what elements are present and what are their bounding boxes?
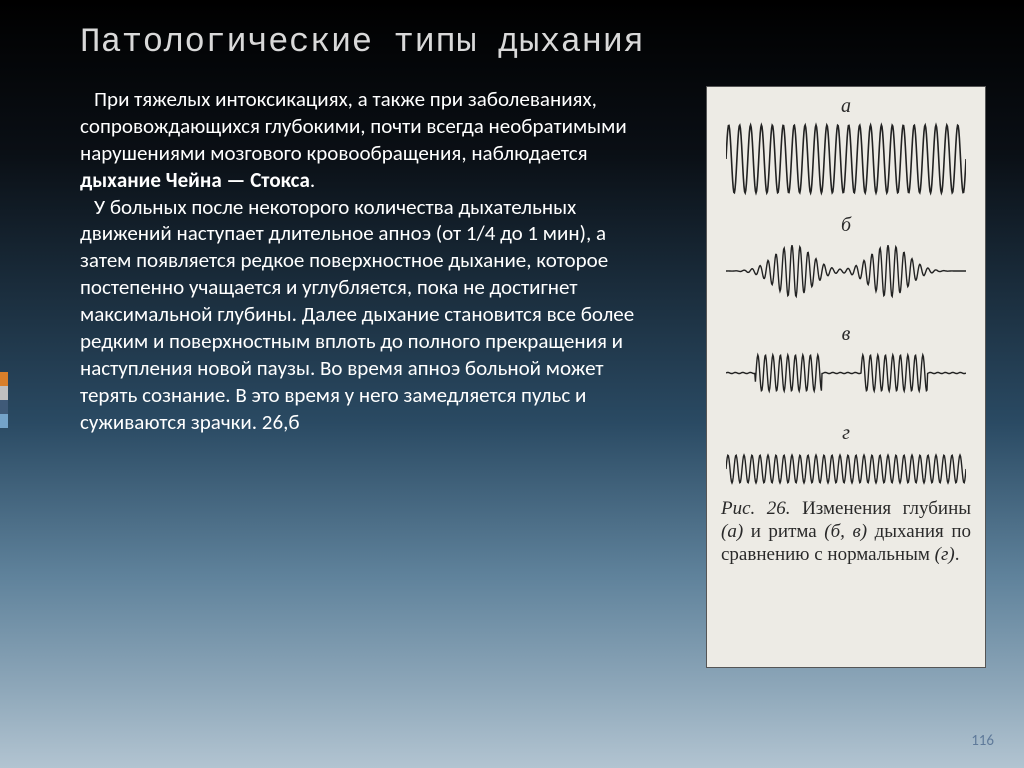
slide-number: 116 bbox=[971, 732, 994, 750]
wave-label-v: в bbox=[842, 323, 851, 346]
accent-bar bbox=[0, 414, 8, 428]
waveform-g-icon bbox=[726, 447, 966, 491]
wave-label-g: г bbox=[842, 422, 850, 445]
waveform-v-icon bbox=[726, 348, 966, 398]
wave-g: г bbox=[726, 422, 966, 491]
waveform-b-icon bbox=[726, 239, 966, 303]
text-run-bold: дыхание Чейна — Стокса bbox=[80, 167, 310, 193]
caption-it: Рис. 26. bbox=[721, 498, 791, 519]
wave-a: а bbox=[726, 95, 966, 198]
slide-title: Патологические типы дыхания bbox=[80, 24, 644, 62]
caption-txt: Изменения глубины bbox=[791, 498, 971, 519]
wave-v: в bbox=[726, 323, 966, 398]
text-run: При тяжелых интоксикациях, а также при з… bbox=[80, 86, 627, 166]
slide: Патологические типы дыхания При тяжелых … bbox=[0, 0, 1024, 768]
caption-it: (а) bbox=[721, 521, 743, 542]
waveform-a-icon bbox=[726, 120, 966, 198]
paragraph-1: При тяжелых интоксикациях, а также при з… bbox=[80, 86, 640, 194]
accent-bars bbox=[0, 372, 8, 428]
accent-bar bbox=[0, 386, 8, 400]
caption-it: (г) bbox=[935, 544, 955, 565]
body-text: При тяжелых интоксикациях, а также при з… bbox=[80, 86, 640, 435]
accent-bar bbox=[0, 372, 8, 386]
caption-txt: . bbox=[955, 544, 960, 565]
figure-panel: а б в г Рис. 26. Изменения глубины (а) и… bbox=[706, 86, 986, 668]
paragraph-2: У больных после некоторого количества ды… bbox=[80, 194, 640, 436]
wave-b: б bbox=[726, 214, 966, 303]
figure-caption: Рис. 26. Изменения глубины (а) и ритма (… bbox=[707, 491, 985, 567]
text-run: . bbox=[310, 167, 315, 193]
wave-label-b: б bbox=[841, 214, 851, 237]
accent-bar bbox=[0, 400, 8, 414]
caption-txt: и ритма bbox=[743, 521, 824, 542]
wave-label-a: а bbox=[841, 95, 851, 118]
caption-it: (б, в) bbox=[824, 521, 867, 542]
